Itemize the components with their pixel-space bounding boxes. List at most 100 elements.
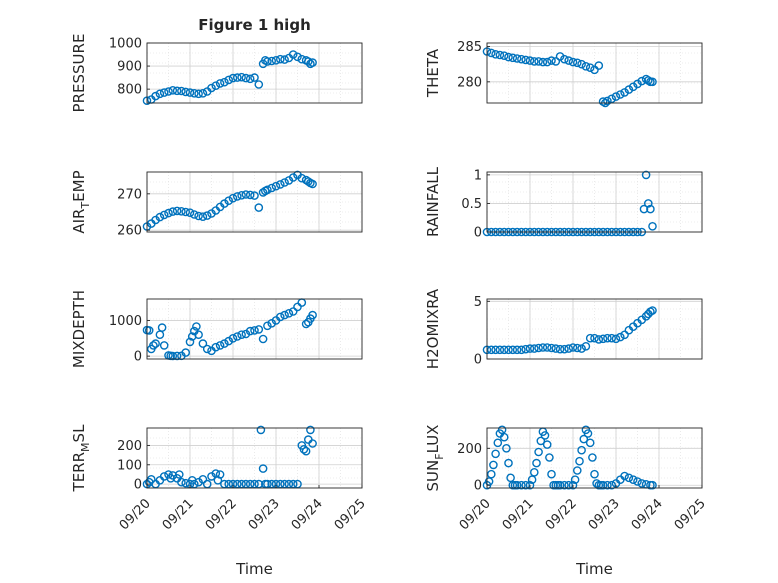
data-point bbox=[517, 54, 526, 64]
data-point bbox=[155, 89, 165, 99]
axes-frame bbox=[486, 298, 703, 360]
data-point bbox=[525, 344, 535, 353]
data-point bbox=[555, 52, 565, 61]
data-point bbox=[564, 56, 574, 65]
data-point bbox=[258, 464, 268, 473]
data-point bbox=[207, 83, 216, 93]
data-point bbox=[504, 458, 513, 468]
data-point bbox=[555, 344, 565, 354]
data-point bbox=[301, 446, 311, 456]
data-point bbox=[603, 333, 612, 343]
data-point bbox=[172, 86, 182, 96]
data-point bbox=[648, 77, 657, 87]
data-point bbox=[263, 57, 272, 66]
data-point bbox=[564, 480, 574, 490]
data-point bbox=[215, 341, 225, 350]
axes-pressure: 800 900 1000 PRESSURE Figure 1 high bbox=[70, 16, 363, 112]
data-point bbox=[639, 204, 649, 214]
axes-sun-flux: 0 200 09/20 09/21 09/22 09/23 09/24 09/25 Time SU… bbox=[424, 425, 709, 578]
data-point bbox=[486, 469, 496, 479]
y-axis-label-rest: LUX bbox=[424, 425, 442, 454]
data-point bbox=[620, 471, 629, 481]
data-point bbox=[159, 341, 169, 350]
y-tick-label: 1000 bbox=[109, 37, 142, 52]
data-point bbox=[189, 210, 199, 219]
data-point bbox=[168, 351, 178, 361]
data-point bbox=[189, 89, 199, 98]
data-point bbox=[198, 474, 208, 484]
data-point bbox=[620, 330, 629, 340]
data-point bbox=[159, 88, 169, 97]
data-point bbox=[525, 56, 535, 65]
data-point bbox=[517, 480, 526, 490]
y-axis-label-main: SUN bbox=[424, 460, 442, 492]
data-point bbox=[628, 475, 638, 485]
data-point bbox=[521, 55, 531, 65]
data-point bbox=[570, 475, 580, 485]
data-point bbox=[495, 50, 505, 60]
data-point bbox=[517, 345, 526, 355]
data-point bbox=[267, 56, 277, 66]
data-point bbox=[575, 456, 584, 466]
data-point bbox=[534, 343, 543, 353]
data-point bbox=[648, 306, 657, 315]
data-point bbox=[588, 453, 597, 462]
data-point bbox=[228, 73, 238, 83]
axes-frame bbox=[146, 42, 363, 104]
y-tick-label: 0 bbox=[474, 353, 482, 368]
data-point bbox=[624, 85, 634, 94]
data-point bbox=[607, 480, 617, 490]
y-tick-label: 800 bbox=[117, 83, 142, 98]
data-point bbox=[250, 326, 259, 335]
data-point bbox=[512, 54, 522, 63]
data-point bbox=[491, 50, 500, 59]
axes-frame bbox=[146, 171, 363, 233]
x-tick-label: 09/20 bbox=[117, 496, 154, 533]
data-point bbox=[275, 54, 285, 64]
data-point bbox=[521, 480, 531, 490]
x-tick-label: 09/21 bbox=[500, 496, 537, 533]
data-point bbox=[499, 432, 509, 442]
data-point bbox=[491, 449, 500, 459]
data-point bbox=[194, 211, 203, 221]
x-tick-label: 09/23 bbox=[246, 496, 283, 533]
data-point bbox=[530, 57, 539, 66]
data-point bbox=[573, 343, 582, 353]
data-point bbox=[616, 90, 625, 99]
x-tick-label: 09/24 bbox=[629, 496, 666, 533]
data-point bbox=[542, 343, 552, 352]
data-point bbox=[232, 332, 242, 341]
data-point bbox=[648, 221, 657, 231]
data-point bbox=[583, 429, 593, 438]
data-point bbox=[486, 345, 496, 355]
data-point bbox=[538, 57, 548, 67]
data-point bbox=[280, 178, 289, 187]
y-tick-label: 280 bbox=[457, 75, 482, 90]
data-point bbox=[308, 58, 317, 67]
data-point bbox=[308, 439, 317, 448]
data-point bbox=[497, 425, 507, 435]
data-point bbox=[506, 473, 515, 483]
data-point bbox=[499, 345, 509, 355]
data-point bbox=[254, 325, 264, 334]
data-point bbox=[224, 196, 233, 205]
y-tick-label: 1 bbox=[474, 168, 482, 183]
data-point bbox=[648, 480, 657, 490]
y-tick-label: 1000 bbox=[109, 314, 142, 329]
data-point bbox=[547, 56, 556, 65]
y-tick-label: 0 bbox=[474, 226, 482, 241]
data-point bbox=[181, 348, 190, 357]
y-axis-label: H2OMIXRA bbox=[424, 288, 442, 369]
data-point bbox=[607, 333, 617, 343]
data-point bbox=[194, 89, 203, 99]
data-point bbox=[607, 94, 617, 104]
data-point bbox=[512, 345, 522, 355]
data-point bbox=[646, 204, 655, 214]
data-point bbox=[157, 323, 167, 332]
axes-frame bbox=[146, 427, 363, 489]
data-point bbox=[547, 469, 556, 479]
data-point bbox=[168, 207, 178, 216]
data-point bbox=[303, 177, 313, 186]
data-point bbox=[486, 48, 496, 58]
y-axis-label-main: AIR bbox=[70, 209, 88, 234]
